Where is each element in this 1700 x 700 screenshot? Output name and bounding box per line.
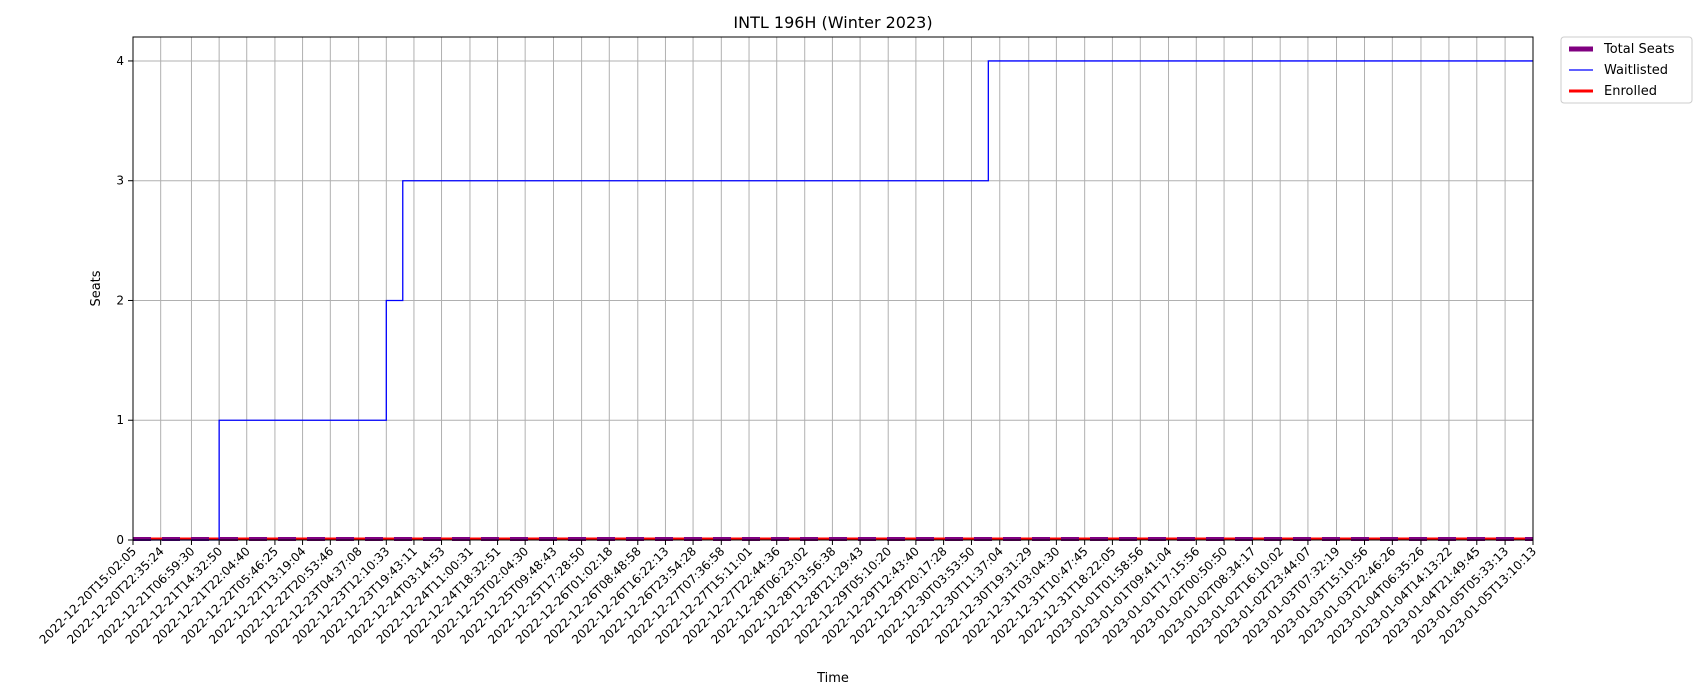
chart-title: INTL 196H (Winter 2023) bbox=[733, 13, 932, 32]
y-tick-label: 4 bbox=[116, 54, 124, 68]
x-axis-label: Time bbox=[816, 671, 849, 686]
legend-entry-total-seats-label: Total Seats bbox=[1603, 42, 1675, 57]
plot-lines bbox=[133, 60, 1533, 541]
axes bbox=[132, 36, 1534, 541]
y-tick-label: 1 bbox=[116, 413, 124, 427]
legend-entry-waitlisted-label: Waitlisted bbox=[1604, 63, 1668, 78]
y-tick-label: 3 bbox=[116, 174, 124, 188]
legend-entry-enrolled-label: Enrolled bbox=[1604, 84, 1657, 99]
x-tick-labels: 2022-12-20T15:02:052022-12-20T22:35:2420… bbox=[37, 540, 1539, 647]
y-axis-label: Seats bbox=[89, 270, 104, 306]
legend: Total Seats Waitlisted Enrolled bbox=[1560, 36, 1693, 104]
grid bbox=[132, 37, 1534, 541]
y-tick-label: 2 bbox=[116, 293, 124, 307]
y-tick-label: 0 bbox=[116, 533, 124, 547]
y-tick-labels: 0 1 2 3 4 bbox=[116, 54, 133, 547]
plot-frame bbox=[132, 36, 1534, 541]
series-line-waitlisted bbox=[133, 60, 1533, 541]
legend-box bbox=[1560, 36, 1693, 104]
